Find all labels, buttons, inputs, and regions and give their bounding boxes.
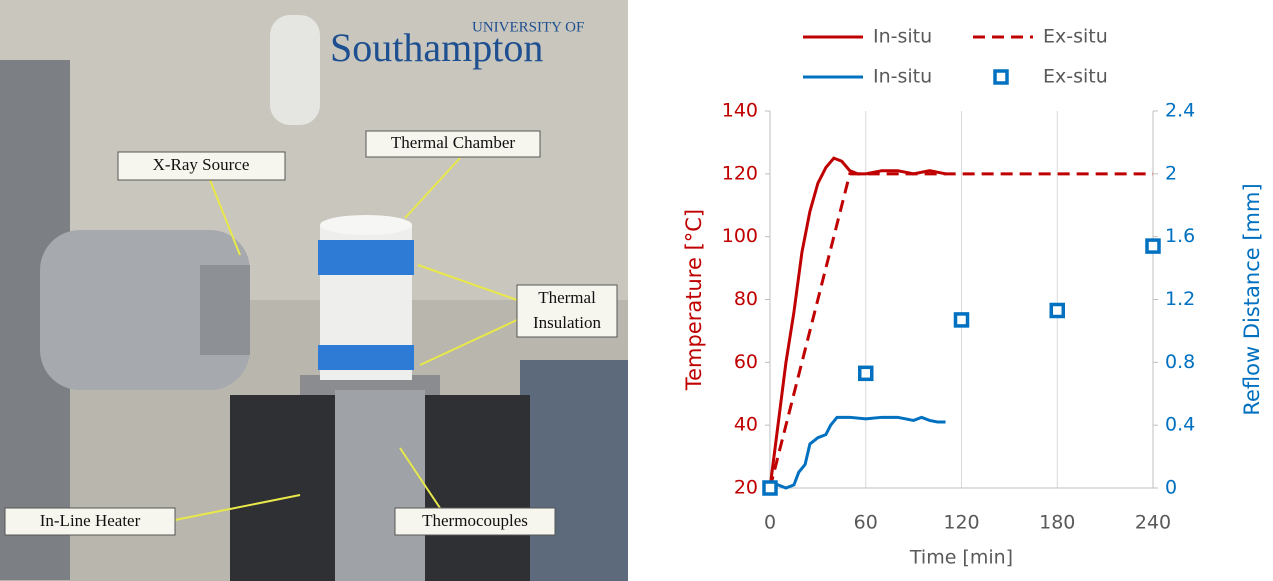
y2-tick-label: 1.2 [1165,288,1195,310]
x-tick-label: 0 [764,512,776,534]
y-tick-label: 60 [734,351,758,373]
series-line [770,417,946,488]
y2-tick-label: 0.8 [1165,351,1195,373]
label: In-Line Heater [40,511,141,530]
scatter-point [1147,240,1159,252]
y2-axis-label: Reflow Distance [mm] [1240,183,1264,415]
y-tick-label: 100 [722,225,758,247]
y-tick-label: 140 [722,100,758,122]
legend-marker [995,71,1007,83]
y-tick-label: 40 [734,414,758,436]
x-tick-label: 180 [1039,512,1075,534]
legend-label: Ex-situ [1043,66,1108,88]
label-chamber: Thermal Chamber [366,131,540,157]
photo: UNIVERSITY OF Southampton X-Ray Source T… [0,0,628,581]
xray-source-head [200,265,250,355]
y2-tick-label: 2 [1165,162,1177,184]
scatter-point [764,482,776,494]
y-axis-label: Temperature [°C] [682,209,706,391]
y2-tick-label: 1.6 [1165,225,1195,247]
x-tick-label: 60 [854,512,878,534]
x-tick-label: 120 [943,512,979,534]
scatter-point [1051,304,1063,316]
insulation-tape [318,240,414,275]
label-heater: In-Line Heater [5,508,175,535]
insulation-tape [318,345,414,370]
legend-label: In-situ [873,66,932,88]
camera [270,15,320,125]
chamber-lid [320,215,412,235]
series-line [770,158,946,488]
figure: UNIVERSITY OF Southampton X-Ray Source T… [0,0,1273,581]
label: Thermocouples [422,511,528,530]
label-xray: X-Ray Source [118,152,285,180]
y2-tick-label: 2.4 [1165,100,1195,122]
scatter-point [860,367,872,379]
label-insulation: Thermal Insulation [517,285,617,337]
logo-large: Southampton [330,25,543,70]
rack [520,360,628,581]
y-tick-label: 80 [734,288,758,310]
label-thermocouples: Thermocouples [395,508,555,535]
label: X-Ray Source [153,155,250,174]
y-tick-label: 20 [734,477,758,499]
y2-tick-label: 0.4 [1165,414,1195,436]
x-tick-label: 240 [1135,512,1171,534]
y-tick-label: 120 [722,162,758,184]
label: Thermal [538,288,596,307]
label: Thermal Chamber [391,133,515,152]
label: Insulation [533,313,601,332]
column [335,390,425,581]
chart: 0 60 120 180 240 20 40 60 80 100 120 140 0 0.4 0.8 1.2 1… [628,0,1273,581]
scatter-point [956,314,968,326]
y2-tick-label: 0 [1165,477,1177,499]
legend-label: Ex-situ [1043,26,1108,48]
legend-label: In-situ [873,26,932,48]
x-axis-label: Time [min] [909,547,1013,569]
